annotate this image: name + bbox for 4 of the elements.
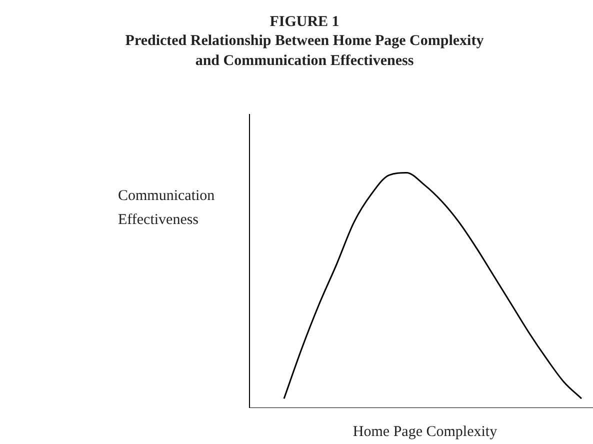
y-axis-title: Communication Effectiveness bbox=[118, 187, 216, 230]
chart-title: FIGURE 1 bbox=[268, 14, 340, 31]
x-axis-title: Home Page Complexity bbox=[352, 424, 498, 441]
chart-subtitle: Predicted Relationship Between Home Page Complexity and Communication Effectiveness bbox=[124, 32, 485, 71]
